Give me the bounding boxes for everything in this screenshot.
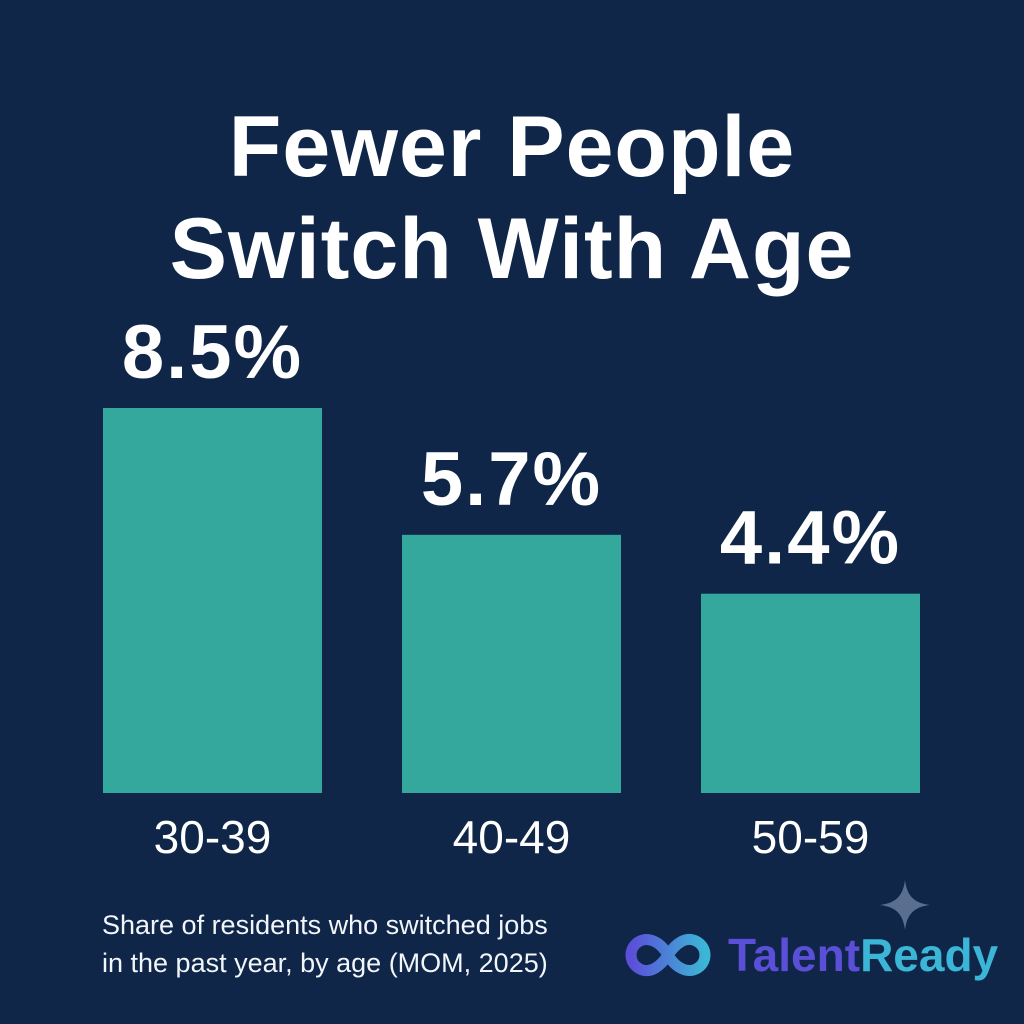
bar-30-39 [103, 408, 322, 793]
value-label-50-59: 4.4% [720, 496, 901, 581]
chart-title-line-1: Fewer People [228, 99, 796, 195]
value-label-40-49: 5.7% [421, 437, 602, 522]
bar-40-49 [402, 534, 621, 793]
value-label-30-39: 8.5% [122, 310, 303, 395]
chart-caption: Share of residents who switched jobs in … [102, 906, 602, 982]
bar-50-59 [701, 593, 920, 793]
chart-title: Fewer People Switch With Age [0, 96, 1024, 300]
brand-name-part-1: Talent [728, 929, 861, 981]
caption-line-2: in the past year, by age (MOM, 2025) [102, 948, 548, 978]
infinity-loop-icon [625, 933, 711, 977]
category-label-30-39: 30-39 [154, 811, 272, 863]
caption-line-1: Share of residents who switched jobs [102, 910, 548, 940]
brand-name: TalentReady [728, 927, 998, 983]
bars-group [103, 408, 920, 793]
chart-title-line-2: Switch With Age [169, 201, 855, 297]
brand-name-part-2: Ready [860, 929, 999, 981]
category-label-50-59: 50-59 [752, 811, 870, 863]
value-labels-group: 8.5% 5.7% 4.4% [122, 310, 901, 581]
category-labels-group: 30-39 40-49 50-59 [154, 811, 870, 863]
sparkle-icon [880, 880, 930, 930]
category-label-40-49: 40-49 [453, 811, 571, 863]
brand-logo: TalentReady [620, 920, 998, 990]
